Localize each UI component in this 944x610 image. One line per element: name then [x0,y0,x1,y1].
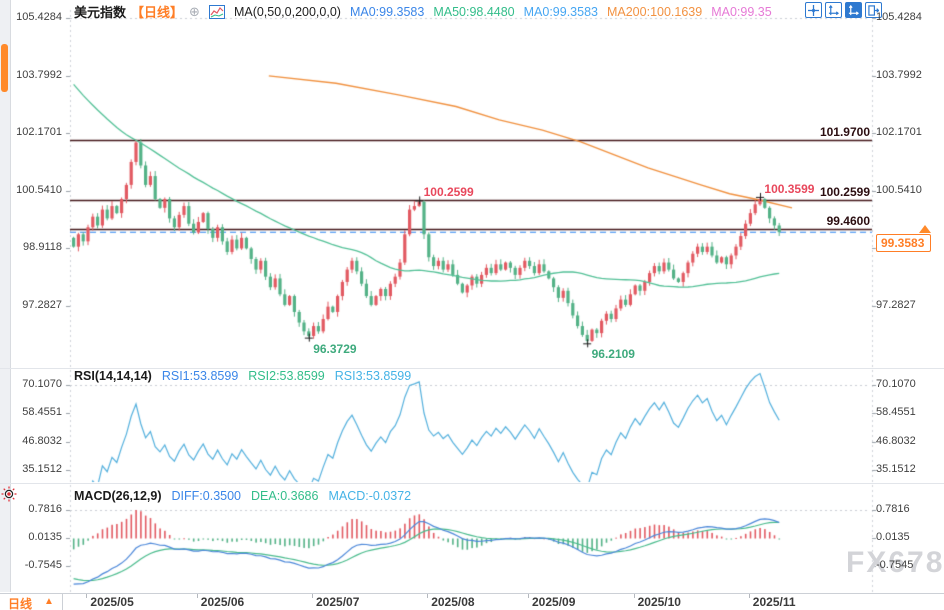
month-label: 2025/08 [431,595,475,609]
rsi-title: RSI(14,14,14) [74,369,152,383]
month-label: 2025/09 [532,595,576,609]
main-legend-row: 美元指数 【日线】 ⊕ MA(0,50,0,200,0,0) MA0:99.358… [74,2,772,21]
price-tag-arrow [919,225,931,234]
legend-item: MA0:99.3583 [523,4,598,19]
legend-item: DIFF:0.3500 [171,489,242,503]
legend-item: DEA:0.3686 [251,489,319,503]
time-axis-bar[interactable]: 日线 ▲ 2025/05 2025/06 2025/07 2025/08 2025/09… [0,593,944,610]
panel-separator-macd [0,483,944,484]
legend-item: RSI1:53.8599 [161,369,239,383]
macd-legend: DIFF:0.3500 DEA:0.3686 MACD:-0.0372 [172,489,412,503]
macd-title: MACD(26,12,9) [74,489,162,503]
left-scrollbar[interactable] [0,0,11,592]
kline-icon[interactable] [208,4,225,19]
legend-item: MA0:99.3583 [349,4,425,19]
period-tab-arrow[interactable]: ▲ [44,596,54,607]
legend-item: MA50:98.4480 [433,4,515,19]
month-label: 2025/10 [637,595,681,609]
month-label: 2025/07 [316,595,360,609]
month-tick [427,594,429,598]
add-indicator-icon[interactable]: ⊕ [189,3,200,19]
month-tick [528,594,529,598]
legend-item: MA0:99.35 [711,4,772,19]
hot-icon [1,486,17,507]
macd-header: MACD(26,12,9) DIFF:0.3500 DEA:0.3686 MACD:… [74,489,411,503]
month-tick [196,594,198,598]
legend-item: MACD:-0.0372 [328,489,412,503]
legend-item: MA200:100.1639 [606,4,703,19]
current-price-tag: 99.3583 [876,234,932,253]
legend-item: RSI2:53.8599 [248,369,325,383]
period-tab-label[interactable]: 日线 [8,597,33,610]
month-tick [312,594,313,598]
month-label: 2025/11 [752,595,796,609]
rsi-header: RSI(14,14,14) RSI1:53.8599 RSI2:53.8599 RS… [74,369,411,383]
ma-legend: MA(0,50,0,200,0,0) MA0:99.3583 MA50:98.448… [234,5,772,19]
rsi-legend: RSI1:53.8599 RSI2:53.8599 RSI3:53.8599 [162,369,411,383]
symbol-title: 美元指数 [74,5,127,20]
watermark: FX678 [846,546,944,579]
collapse-panel-icon[interactable] [865,2,882,18]
period-tag: 【日线】 [131,5,184,20]
legend-item: RSI3:53.8599 [334,369,412,383]
pan-icon[interactable] [805,2,822,18]
scrollbar-thumb[interactable] [1,44,8,92]
legend-item: MA(0,50,0,200,0,0) [233,4,341,19]
month-label: 2025/06 [200,595,245,609]
month-tick [748,594,750,598]
axis-scale-icon[interactable] [825,2,842,18]
month-label: 2025/05 [90,595,134,609]
month-tick [633,594,635,598]
panel-separator-rsi [0,368,944,369]
period-tab[interactable]: 日线 ▲ [0,594,63,610]
month-tick [86,594,88,598]
chart-toolbar [805,2,882,18]
axis-scale-active-icon[interactable] [845,2,862,18]
